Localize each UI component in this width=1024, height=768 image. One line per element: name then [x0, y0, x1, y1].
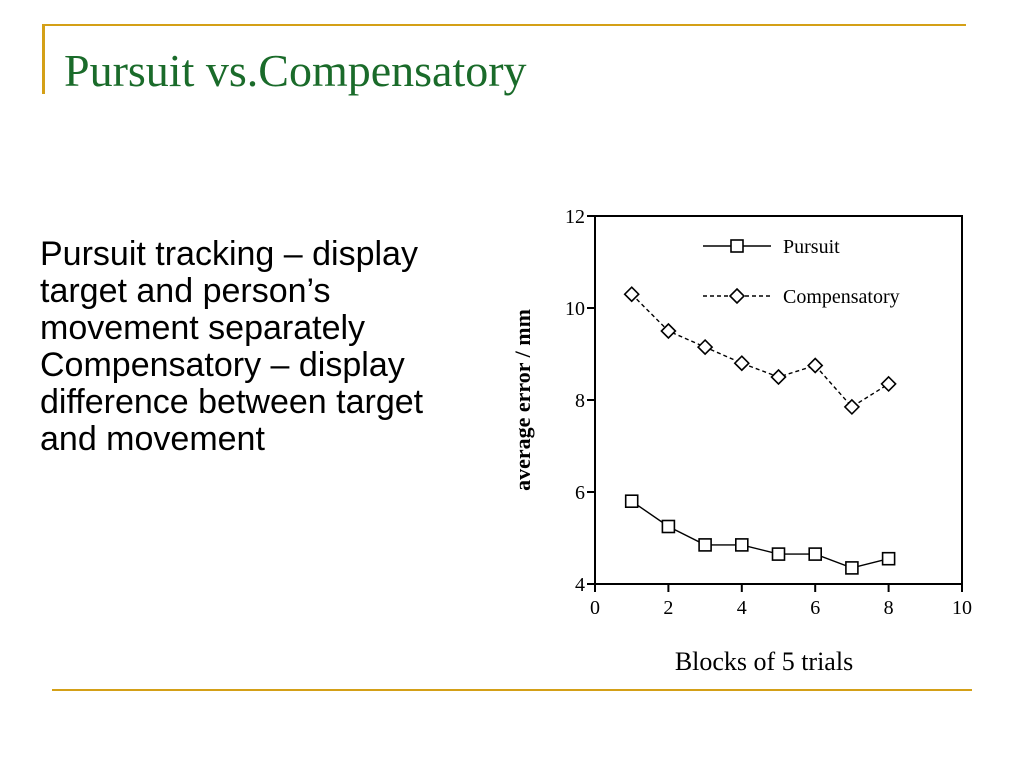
y-tick-label: 12	[565, 206, 585, 228]
y-tick-label: 8	[575, 390, 585, 412]
title-accent-bar	[42, 26, 45, 94]
legend-marker	[728, 287, 746, 305]
data-point	[735, 538, 749, 552]
y-tick-label: 4	[575, 574, 585, 596]
plot-frame	[594, 215, 963, 585]
data-point	[845, 561, 859, 575]
y-axis-label: average error / mm	[510, 309, 535, 491]
line-chart: 0 2 4 6 8 10 4 6 8 10 12 Pursuit Compensatory avera…	[510, 206, 972, 676]
data-point	[771, 547, 786, 561]
data-point	[808, 547, 823, 561]
data-point	[770, 368, 787, 386]
data-point	[843, 398, 861, 416]
series-line	[631, 500, 889, 569]
bullet-list: Pursuit tracking – display target and pe…	[40, 236, 460, 458]
data-point	[623, 286, 640, 303]
legend-label: Pursuit	[783, 236, 840, 258]
axis-ticks	[587, 215, 963, 592]
data-point	[696, 338, 714, 356]
series-layer	[623, 286, 897, 575]
x-axis-label: Blocks of 5 trials	[675, 647, 853, 676]
data-point	[660, 322, 677, 340]
bullet-compensatory: Compensatory – display difference betwee…	[40, 346, 424, 458]
series-line	[631, 293, 889, 408]
data-point	[881, 551, 896, 566]
x-tick-label: 6	[810, 597, 820, 619]
data-point	[698, 538, 712, 552]
x-tick-label: 10	[952, 597, 972, 619]
data-point	[807, 357, 824, 374]
y-tick-label: 6	[575, 482, 585, 504]
series-compensatory	[623, 286, 897, 416]
legend: Pursuit Compensatory	[703, 236, 900, 308]
tick-labels: 0 2 4 6 8 10 4 6 8 10 12	[565, 206, 972, 619]
legend-label: Compensatory	[783, 286, 900, 308]
legend-marker	[730, 239, 744, 253]
series-pursuit	[624, 494, 896, 575]
bullet-pursuit: Pursuit tracking – display target and pe…	[40, 235, 418, 347]
bottom-rule	[52, 689, 972, 691]
chart: 0 2 4 6 8 10 4 6 8 10 12 Pursuit Compensatory avera…	[500, 190, 1000, 685]
slide-title: Pursuit vs.Compensatory	[64, 45, 527, 96]
x-tick-label: 0	[590, 597, 600, 619]
data-point	[624, 494, 639, 509]
top-rule	[42, 24, 966, 26]
x-tick-label: 8	[884, 597, 894, 619]
data-point	[880, 375, 897, 393]
data-point	[733, 355, 750, 372]
x-tick-label: 2	[663, 597, 673, 619]
y-tick-label: 10	[565, 298, 585, 320]
x-tick-label: 4	[737, 597, 747, 619]
data-point	[661, 519, 676, 534]
